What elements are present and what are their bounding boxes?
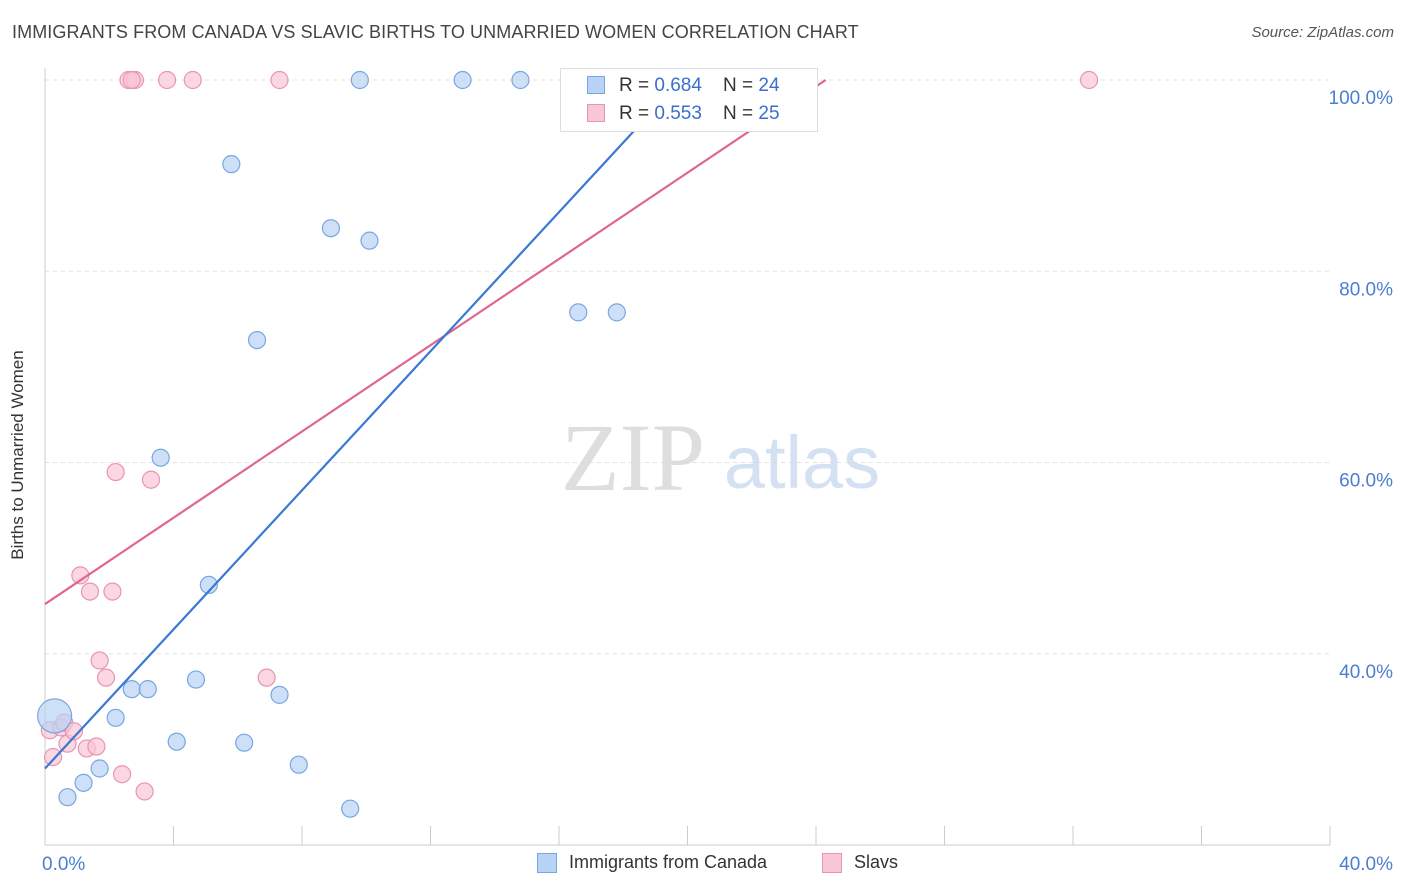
watermark-zip: ZIP: [561, 404, 705, 511]
data-point: [1079, 70, 1099, 90]
source-label: Source: ZipAtlas.com: [1251, 24, 1394, 41]
data-point: [151, 448, 170, 467]
chart-title: IMMIGRANTS FROM CANADA VS SLAVIC BIRTHS …: [12, 22, 859, 42]
data-point: [270, 685, 289, 704]
data-point: [350, 70, 369, 90]
x-tick-label: 0.0%: [42, 854, 85, 875]
n-value: 24: [758, 75, 780, 96]
data-point: [112, 765, 132, 784]
trend-line-canada: [44, 79, 682, 770]
r-value: 0.553: [654, 103, 702, 124]
data-point: [341, 799, 360, 818]
data-point: [141, 470, 161, 489]
data-point: [90, 651, 109, 670]
data-point: [607, 303, 626, 322]
trend-line-slavs: [44, 79, 827, 605]
data-point: [222, 155, 241, 174]
n-value: 25: [758, 103, 780, 124]
data-point: [122, 680, 141, 699]
pink-swatch: [587, 104, 605, 122]
data-point: [321, 219, 341, 238]
legend-label-canada: Immigrants from Canada: [569, 852, 768, 872]
data-point: [122, 70, 141, 90]
series-legend: Immigrants from Canada Slavs: [0, 852, 1406, 878]
series-canada-points: [37, 70, 626, 818]
data-point: [80, 582, 100, 601]
trend-lines: [44, 79, 827, 770]
stats-legend: R = 0.684 N = 24 R = 0.553 N = 25: [560, 68, 818, 132]
data-point: [183, 70, 202, 90]
data-point: [106, 462, 125, 482]
n-label: N =: [723, 103, 759, 124]
data-point: [37, 698, 73, 734]
data-point: [135, 782, 154, 801]
data-point: [64, 722, 84, 741]
y-tick-label: 80.0%: [1339, 279, 1393, 300]
tick-labels: 40.0% 60.0% 80.0% 100.0% 0.0% 40.0%: [42, 88, 1393, 875]
legend-label-slavs: Slavs: [854, 852, 899, 872]
data-point: [58, 788, 77, 807]
data-point: [87, 737, 106, 756]
data-point: [199, 575, 218, 595]
data-point: [569, 303, 588, 322]
x-tick-label: 40.0%: [1339, 854, 1393, 875]
data-point: [74, 773, 93, 792]
data-point: [511, 70, 530, 90]
blue-swatch: [587, 76, 605, 94]
r-label: R =: [619, 103, 655, 124]
data-point: [43, 747, 63, 767]
data-point: [186, 670, 206, 689]
data-point: [257, 668, 276, 687]
data-point: [106, 708, 125, 727]
data-point: [167, 732, 186, 751]
n-label: N =: [723, 75, 759, 96]
data-point: [270, 70, 289, 90]
watermark-atlas: atlas: [724, 421, 880, 504]
y-tick-label: 100.0%: [1329, 88, 1394, 109]
data-point: [235, 733, 254, 752]
data-point: [360, 231, 379, 250]
legend-item-slavs[interactable]: Slavs: [822, 852, 898, 873]
r-label: R =: [619, 75, 655, 96]
pink-swatch: [822, 852, 842, 873]
r-value: 0.684: [654, 75, 702, 96]
blue-swatch: [537, 852, 557, 873]
legend-item-canada[interactable]: Immigrants from Canada: [537, 852, 767, 873]
data-point: [157, 70, 177, 90]
data-point: [247, 331, 267, 350]
data-point: [103, 582, 122, 601]
data-point: [289, 755, 308, 774]
data-point: [96, 668, 116, 687]
data-point: [453, 70, 472, 90]
data-point: [138, 680, 157, 699]
data-point: [90, 759, 109, 778]
y-tick-label: 60.0%: [1339, 471, 1393, 492]
y-tick-label: 40.0%: [1339, 662, 1393, 683]
